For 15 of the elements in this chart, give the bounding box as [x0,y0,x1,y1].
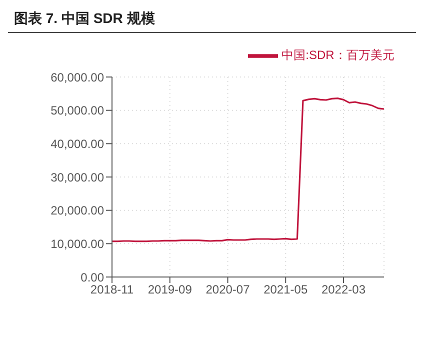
y-tick-label: 60,000.00 [50,70,104,84]
y-tick-label: 30,000.00 [50,170,104,184]
x-tick-label: 2020-07 [206,282,250,297]
y-tick-label: 10,000.00 [50,236,104,251]
x-tick-label: 2019-09 [148,282,192,297]
line-series [112,98,384,242]
y-tick-label: 40,000.00 [50,136,104,151]
legend-label: 中国:SDR：百万美元 [282,48,394,62]
y-tick-label: 20,000.00 [50,204,104,218]
chart-title: 图表 7. 中国 SDR 规模 [8,8,416,33]
y-tick-label: 0.00 [80,270,104,284]
x-tick-label: 2021-05 [264,282,308,297]
x-tick-label: 2018-11 [90,282,134,297]
x-tick-label: 2022-03 [321,282,366,297]
y-tick-label: 50,000.00 [50,104,104,118]
